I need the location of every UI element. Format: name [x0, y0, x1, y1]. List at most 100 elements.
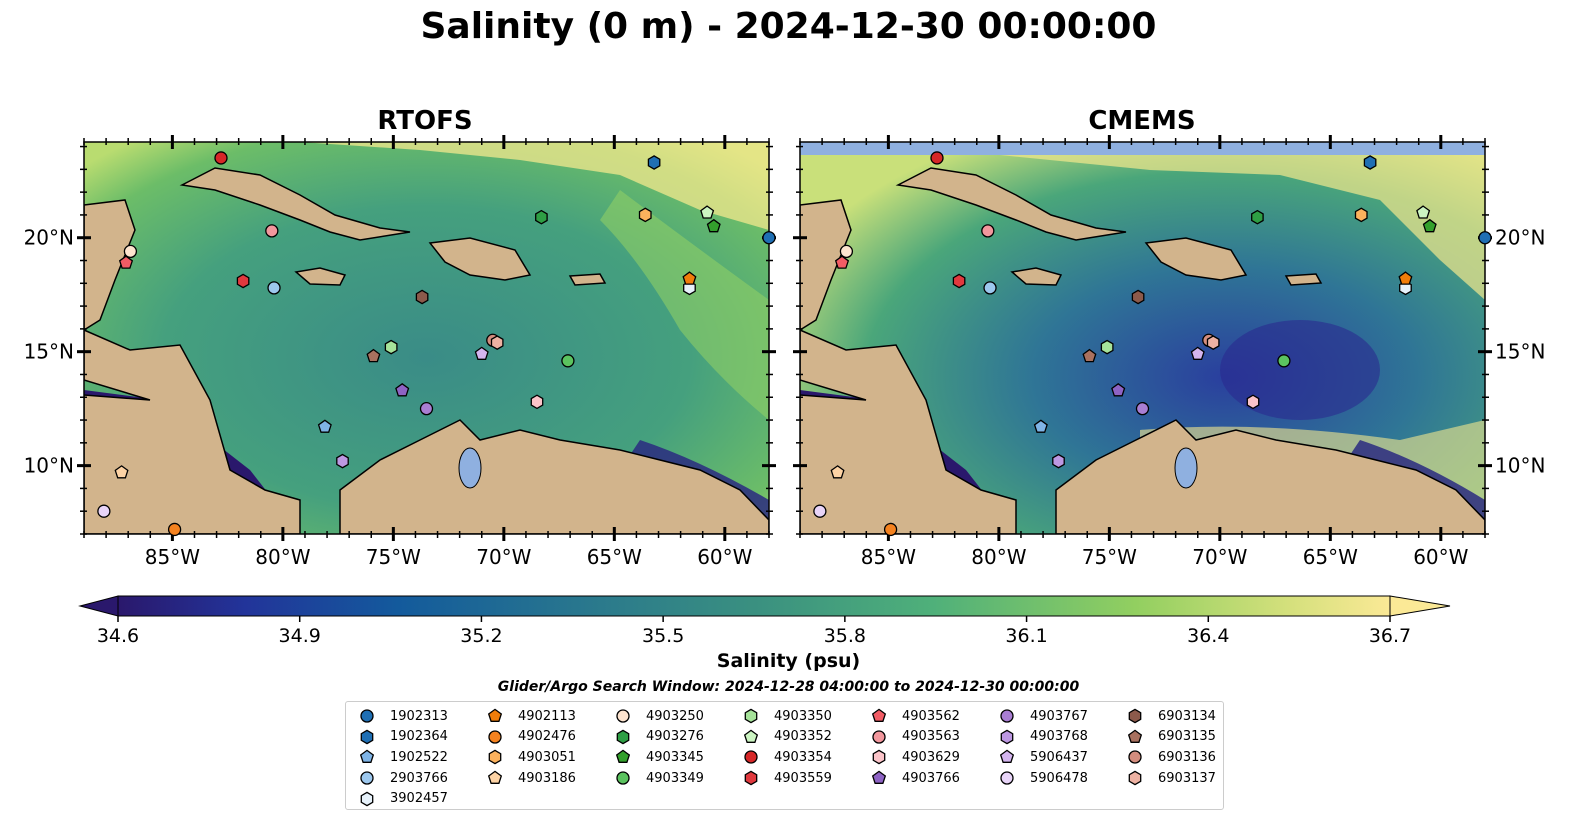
legend-marker-icon	[616, 771, 630, 785]
land-south-america	[1055, 419, 1485, 534]
float-marker-1902313	[762, 231, 776, 245]
legend-marker-icon	[1000, 771, 1014, 785]
legend-marker-icon	[488, 750, 502, 765]
float-marker-1902364	[1363, 155, 1377, 170]
legend-entry: 4903349	[614, 768, 704, 789]
legend-marker-icon	[360, 791, 374, 807]
float-marker-4903766	[1111, 382, 1126, 397]
float-marker-6903135	[366, 348, 381, 363]
x-tick-label: 65°W	[1303, 545, 1358, 569]
float-marker-4903354	[930, 151, 944, 165]
cmems-map-frame	[799, 141, 1486, 535]
legend-entry: 4903186	[486, 768, 576, 789]
land-puerto-rico	[568, 273, 607, 286]
legend-label: 4902113	[518, 708, 576, 724]
land-yucatan	[800, 199, 852, 331]
legend-entry: 1902364	[358, 727, 448, 748]
legend-entry: 4903768	[998, 727, 1088, 748]
float-marker-4903350	[1100, 339, 1114, 355]
float-marker-1902364	[647, 155, 661, 170]
legend-marker-icon	[616, 729, 630, 745]
float-marker-4903629	[530, 394, 544, 410]
x-tick-label: 80°W	[971, 545, 1026, 569]
colorbar-tick-label: 34.9	[279, 625, 321, 647]
legend-entry: 4903559	[742, 768, 832, 789]
legend-label: 4903559	[774, 770, 832, 786]
legend-label: 5906478	[1030, 770, 1088, 786]
legend-label: 4903250	[646, 708, 704, 724]
float-marker-4903345	[1422, 218, 1437, 233]
colorbar-tick-label: 35.8	[824, 625, 866, 647]
legend-column: 4903250 4903276 4903345 4903349	[614, 706, 704, 788]
high-salinity-region	[600, 190, 769, 420]
legend-label: 6903134	[1158, 708, 1216, 724]
float-marker-4903767	[419, 402, 434, 416]
y-tick-label: 10°N	[1495, 454, 1545, 478]
float-marker-4903767	[1135, 402, 1150, 416]
x-tick-label: 75°W	[366, 545, 421, 569]
x-tick-label: 80°W	[255, 545, 310, 569]
rtofs-map	[84, 142, 769, 534]
legend-marker-icon	[616, 709, 630, 723]
y-tick-label: 15°N	[1495, 340, 1545, 364]
legend-marker	[360, 709, 374, 723]
figure-title: Salinity (0 m) - 2024-12-30 00:00:00	[420, 6, 1157, 47]
x-tick-label: 70°W	[1192, 545, 1247, 569]
x-tick-label: 60°W	[697, 545, 752, 569]
legend-label: 4903768	[1030, 729, 1088, 745]
legend-label: 6903135	[1158, 729, 1216, 745]
colorbar-tick-label: 36.4	[1187, 625, 1229, 647]
legend-entry: 4902476	[486, 727, 576, 748]
legend-marker	[999, 750, 1015, 764]
legend-entry: 4903250	[614, 706, 704, 727]
rtofs-map-frame	[83, 141, 770, 535]
high-salinity-region	[1000, 155, 1485, 300]
land-jamaica	[294, 267, 347, 286]
float-marker-4903352	[700, 205, 715, 219]
float-marker-5906478	[813, 504, 827, 518]
legend-marker-icon	[1128, 750, 1142, 765]
colorbar-tick-label: 34.6	[97, 625, 139, 647]
float-marker-1902313	[1478, 231, 1492, 245]
lake-maracaibo	[1174, 447, 1198, 489]
panel-title-cmems: CMEMS	[1088, 106, 1196, 136]
legend-marker	[871, 708, 887, 723]
legend-marker	[487, 708, 503, 723]
float-marker-4903562	[834, 255, 850, 269]
legend-label: 4903186	[518, 770, 576, 786]
legend-entry: 3902457	[358, 788, 448, 809]
legend-column: 6903134 6903135 6903136 6903137	[1126, 706, 1216, 788]
legend-label: 4903352	[774, 729, 832, 745]
legend-marker	[744, 708, 758, 724]
float-marker-4902113	[1398, 271, 1413, 285]
legend-marker-icon	[360, 771, 374, 785]
float-marker-6903137	[490, 335, 504, 350]
legend-label: 6903136	[1158, 749, 1216, 765]
legend-label: 4903276	[646, 729, 704, 745]
legend-label: 6903137	[1158, 770, 1216, 786]
float-marker-4903563	[265, 224, 279, 238]
legend-column: 4903562 4903563 4903629 4903766	[870, 706, 960, 788]
float-marker-1902522	[317, 419, 332, 433]
legend-marker-icon	[1128, 708, 1142, 724]
colorbar-tick-label: 35.5	[642, 625, 684, 647]
legend-entry: 4903051	[486, 747, 576, 768]
legend-entry: 4903766	[870, 768, 960, 789]
float-marker-4903768	[336, 453, 349, 469]
legend-marker	[1127, 729, 1143, 743]
legend-marker-icon	[744, 770, 758, 786]
land-jamaica	[1010, 267, 1063, 286]
float-marker-4903250	[839, 244, 854, 259]
land-cuba	[895, 167, 1127, 241]
float-marker-4903350	[384, 339, 398, 355]
legend-entry: 4903767	[998, 706, 1088, 727]
legend-entry: 4903563	[870, 727, 960, 748]
legend-marker-icon	[488, 730, 502, 744]
legend-marker	[1128, 708, 1142, 724]
legend-marker-icon	[743, 729, 759, 743]
float-marker-6903134	[1131, 289, 1145, 305]
legend-entry: 5906478	[998, 768, 1088, 789]
y-tick-label: 15°N	[24, 340, 74, 364]
legend-entry: 6903135	[1126, 727, 1216, 748]
legend-label: 5906437	[1030, 749, 1088, 765]
